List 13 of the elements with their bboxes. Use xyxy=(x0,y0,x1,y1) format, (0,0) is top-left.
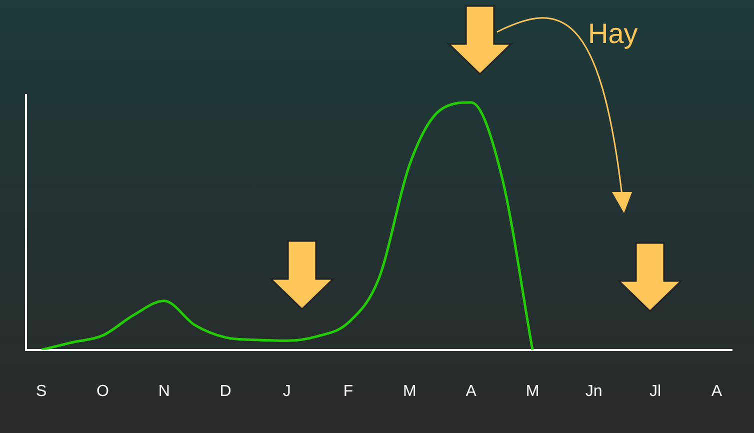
x-tick-label: A xyxy=(466,382,477,400)
x-tick-label: D xyxy=(220,382,232,400)
x-tick-label: N xyxy=(158,382,170,400)
x-tick-label: M xyxy=(403,382,416,400)
x-tick-label: S xyxy=(36,382,47,400)
text: Hay xyxy=(588,18,638,50)
x-tick-label: Jn xyxy=(585,382,602,400)
x-tick-label: A xyxy=(711,382,722,400)
x-tick-label: Jl xyxy=(649,382,662,400)
x-tick-label: M xyxy=(526,382,540,400)
x-tick-label: F xyxy=(343,382,354,400)
x-tick-label: O xyxy=(96,382,109,400)
x-tick-label: J xyxy=(282,382,291,400)
